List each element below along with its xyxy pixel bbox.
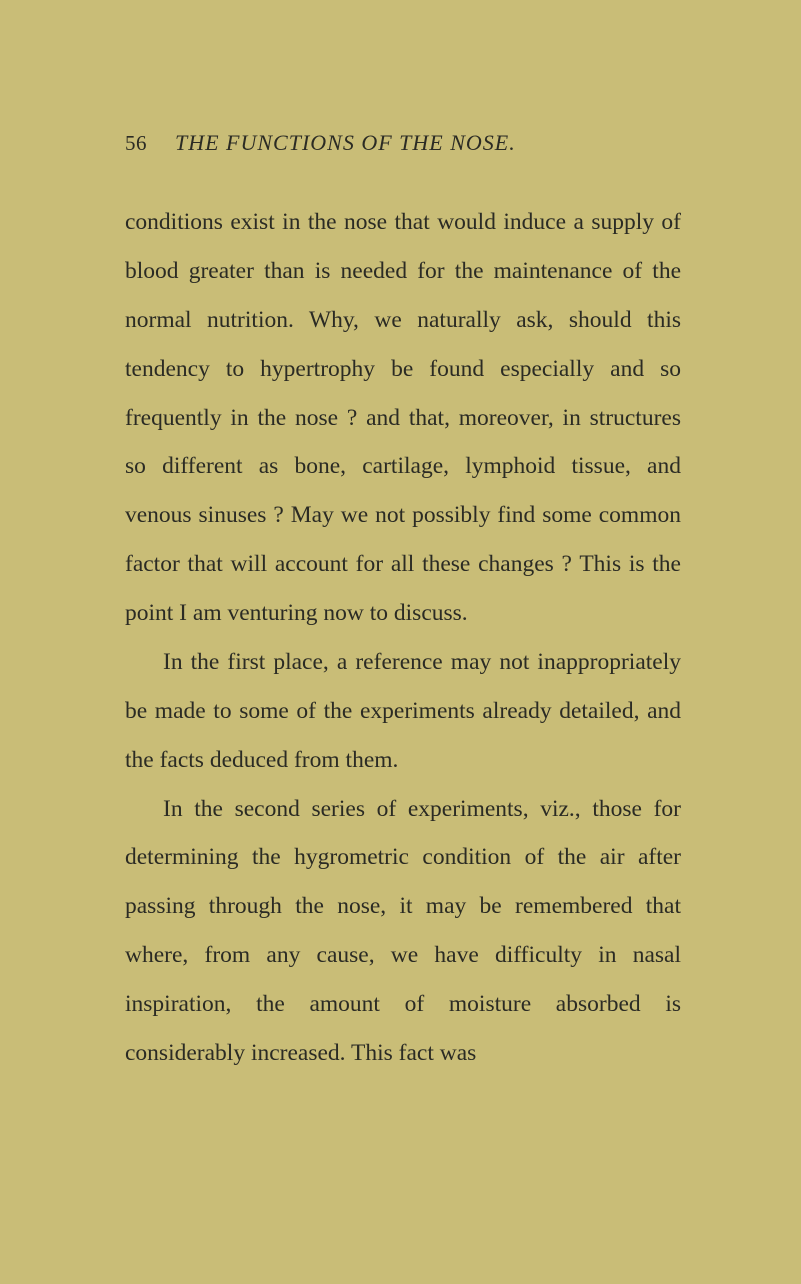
paragraph: conditions exist in the nose that would … (125, 198, 681, 638)
running-title: THE FUNCTIONS OF THE NOSE. (175, 130, 516, 155)
paragraph: In the first place, a reference may not … (125, 638, 681, 785)
page: 56 THE FUNCTIONS OF THE NOSE. conditions… (0, 0, 801, 1284)
paragraph: In the second series of experiments, viz… (125, 785, 681, 1078)
running-header: 56 THE FUNCTIONS OF THE NOSE. (125, 130, 681, 156)
page-number: 56 (125, 131, 147, 156)
body-text: conditions exist in the nose that would … (125, 198, 681, 1078)
